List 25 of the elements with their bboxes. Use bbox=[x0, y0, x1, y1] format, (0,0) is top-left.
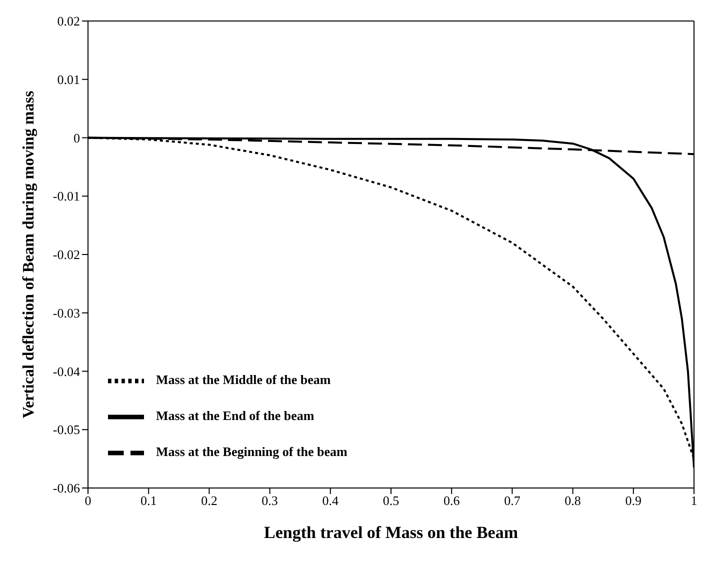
x-tick-label: 0.3 bbox=[262, 493, 278, 508]
x-tick-label: 0.8 bbox=[564, 493, 581, 508]
y-tick-label: -0.06 bbox=[52, 480, 80, 496]
y-tick-label: -0.03 bbox=[52, 305, 80, 320]
x-axis-title: Length travel of Mass on the Beam bbox=[264, 523, 518, 542]
x-tick-label: 0 bbox=[84, 493, 92, 508]
x-tick-label: 0.9 bbox=[625, 493, 642, 508]
y-axis-title: Vertical deflection of Beam during moving mass bbox=[20, 90, 38, 418]
x-tick-label: 0.4 bbox=[322, 493, 340, 508]
legend-label: Mass at the Middle of the beam bbox=[156, 372, 331, 387]
y-tick-label: 0 bbox=[74, 130, 80, 146]
x-tick-label: 0.2 bbox=[201, 493, 218, 508]
x-tick-label: 0.7 bbox=[504, 493, 521, 508]
y-tick-label: -0.04 bbox=[52, 364, 80, 379]
x-tick-label: 0.6 bbox=[443, 493, 460, 508]
legend-label: Mass at the End of the beam bbox=[156, 408, 314, 423]
x-tick-label: 0.5 bbox=[382, 493, 400, 508]
y-tick-label: 0.02 bbox=[57, 14, 80, 29]
x-tick-label: 1 bbox=[690, 493, 698, 508]
y-tick-label: -0.01 bbox=[52, 188, 80, 204]
y-tick-label: -0.02 bbox=[52, 247, 80, 262]
y-tick-label: 0.01 bbox=[57, 72, 80, 87]
legend-label: Mass at the Beginning of the beam bbox=[156, 444, 348, 459]
y-tick-label: -0.05 bbox=[52, 422, 80, 438]
x-tick-label: 0.1 bbox=[140, 493, 157, 508]
